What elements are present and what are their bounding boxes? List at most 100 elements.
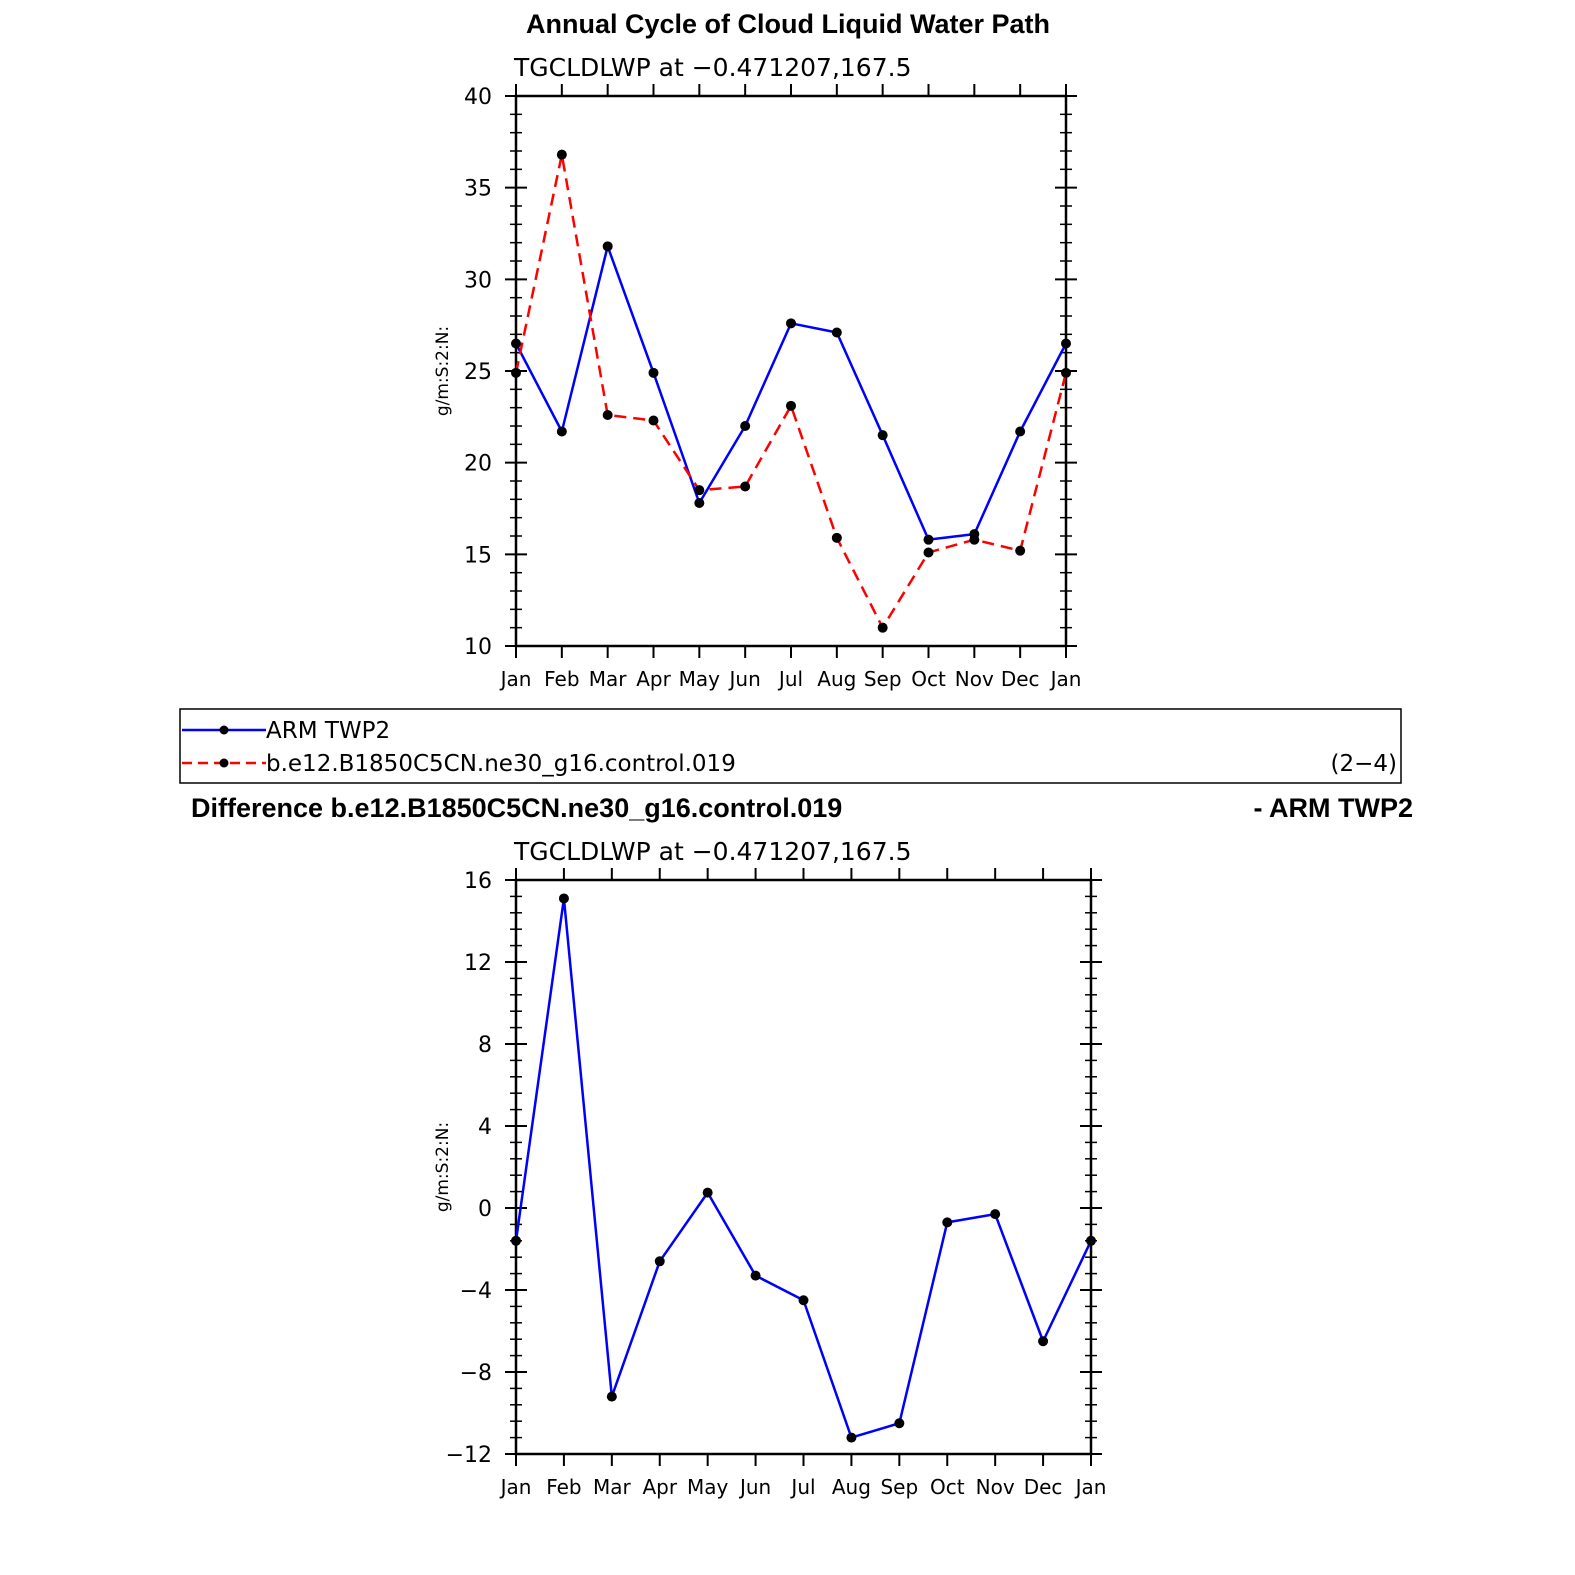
chart1-series-1-point	[740, 481, 751, 492]
chart2-xtick-label: May	[687, 1475, 729, 1499]
chart1-series-0-point	[923, 534, 934, 545]
chart2-series-0-point	[942, 1217, 953, 1228]
chart2-ytick-label: −12	[446, 1443, 492, 1468]
legend: ARM TWP2 b.e12.B1850C5CN.ne30_g16.contro…	[179, 708, 1402, 784]
chart2-series-0-point	[606, 1391, 617, 1402]
chart2-series-0-point	[558, 893, 569, 904]
chart2-xtick-label: Feb	[546, 1475, 581, 1499]
chart1-series-0-point	[511, 338, 521, 349]
chart2-series-0-point	[798, 1295, 809, 1306]
chart2-title-left: Difference b.e12.B1850C5CN.ne30_g16.cont…	[191, 793, 842, 823]
chart1-frame	[514, 94, 1068, 648]
chart1-series-1-point	[786, 400, 796, 411]
chart1-xtick-label: Jul	[777, 667, 803, 691]
chart1-ytick-label: 10	[464, 635, 492, 660]
chart1-series-0-point	[1061, 338, 1071, 349]
chart1-plot: 10 15 20 25 30 35 40 Jan Feb Mar Apr May Jun Jul Aug Se…	[433, 84, 1081, 691]
chart1-xtick-label: Jun	[728, 667, 761, 691]
chart2-series-0-point	[750, 1270, 761, 1281]
chart1-series-0-point	[831, 327, 842, 338]
chart2-xtick-label: Jan	[499, 1475, 532, 1499]
chart1-xtick-label: Oct	[911, 667, 946, 691]
chart1-series-0-point	[694, 498, 705, 508]
chart2-plot: −12 −8 −4 0 4 8 12 16 Jan Feb Mar Apr May Jun Jul Aug Se…	[433, 868, 1106, 1499]
chart2-series-0-point	[1038, 1336, 1049, 1347]
chart2-series-line-0	[514, 897, 1093, 1439]
chart1-ytick-label: 30	[464, 268, 492, 293]
chart1-series-1-point	[969, 534, 980, 545]
chart1-series-0-point	[786, 318, 796, 329]
chart1-title: Annual Cycle of Cloud Liquid Water Path	[526, 9, 1050, 39]
chart1-series-1-point	[1061, 367, 1071, 378]
chart1-series-0-point	[602, 241, 613, 252]
legend-label-arm: ARM TWP2	[266, 718, 390, 744]
chart1-xtick-label: Sep	[864, 667, 902, 691]
chart1-series-1-point	[602, 410, 613, 420]
chart1-ytick-label: 35	[464, 177, 492, 202]
chart2-series-0-point	[1086, 1235, 1096, 1246]
legend-note: (2−4)	[1331, 751, 1397, 777]
chart1-xtick-label: Aug	[817, 667, 856, 691]
chart2-ytick-label: 16	[464, 869, 492, 894]
chart2-frame	[514, 878, 1093, 1456]
chart1-xtick-label: Apr	[636, 667, 671, 691]
chart2-subtitle: TGCLDLWP at −0.471207,167.5	[513, 837, 911, 866]
legend-box	[179, 708, 1402, 784]
chart1-xtick-label: Mar	[589, 667, 628, 691]
chart2-series-0-point	[990, 1209, 1001, 1220]
chart1-series-1-point	[923, 547, 934, 558]
chart1-series-1-point	[694, 485, 705, 496]
chart2-ytick-label: 8	[478, 1033, 492, 1058]
chart2-ytick-label: 0	[478, 1197, 492, 1222]
chart2-series-0-point	[511, 1235, 521, 1246]
chart2-xtick-label: Oct	[930, 1475, 965, 1499]
chart2-xtick-label: Mar	[593, 1475, 632, 1499]
chart2-ytick-label: −4	[460, 1279, 492, 1304]
chart1-ytick-label: 15	[464, 543, 492, 568]
chart1-xtick-label: May	[679, 667, 721, 691]
chart2-xtick-label: Dec	[1024, 1475, 1063, 1499]
chart2-xtick-label: Aug	[832, 1475, 871, 1499]
chart1-ytick-label: 20	[464, 452, 492, 477]
chart1-xtick-label: Jan	[499, 667, 532, 691]
chart1-xtick-label: Jan	[1049, 667, 1082, 691]
chart1-xtick-label: Dec	[1001, 667, 1040, 691]
chart2-ytick-label: 12	[464, 951, 492, 976]
chart1-series-line-0	[514, 245, 1068, 541]
chart2-xtick-label: Jan	[1074, 1475, 1107, 1499]
chart2-xtick-label: Jun	[738, 1475, 771, 1499]
chart1-xtick-label: Nov	[955, 667, 994, 691]
chart1-ytick-label: 40	[464, 85, 492, 110]
chart1-subtitle: TGCLDLWP at −0.471207,167.5	[513, 53, 911, 82]
chart1-series-1-point	[877, 622, 888, 633]
chart1-xtick-label: Feb	[544, 667, 579, 691]
chart1-series-0-point	[877, 430, 888, 441]
chart2-xtick-label: Nov	[976, 1475, 1015, 1499]
chart1-series-0-point	[648, 367, 659, 378]
chart1-series-0-point	[556, 426, 567, 437]
chart1-ytick-label: 25	[464, 360, 492, 385]
chart2-series-0-point	[846, 1432, 857, 1443]
chart2-xtick-label: Sep	[880, 1475, 918, 1499]
chart1-series-1-point	[648, 415, 659, 426]
chart1-series-0-point	[1015, 426, 1026, 437]
chart2-series-0-point	[654, 1256, 665, 1267]
chart2-series-0-point	[894, 1418, 905, 1429]
chart1-ylabel: g/m:S:2:N:	[433, 326, 453, 416]
chart1-series-0-point	[740, 421, 751, 431]
chart2-ylabel: g/m:S:2:N:	[433, 1122, 453, 1212]
chart2-xtick-label: Jul	[789, 1475, 815, 1499]
chart1-series-1-point	[1015, 545, 1026, 556]
chart2-ytick-label: 4	[478, 1115, 492, 1140]
chart1-series-1-point	[831, 532, 842, 543]
chart1-series-1-point	[511, 367, 521, 378]
chart2-xtick-label: Apr	[642, 1475, 677, 1499]
legend-marker-arm	[219, 725, 229, 735]
chart1-series-1-point	[556, 149, 567, 160]
chart2-title-right: - ARM TWP2	[1254, 793, 1413, 823]
chart2-series-0-point	[702, 1187, 713, 1198]
chart1-series-line-1	[514, 153, 1068, 629]
legend-marker-model	[219, 758, 229, 768]
legend-label-model: b.e12.B1850C5CN.ne30_g16.control.019	[266, 751, 736, 777]
